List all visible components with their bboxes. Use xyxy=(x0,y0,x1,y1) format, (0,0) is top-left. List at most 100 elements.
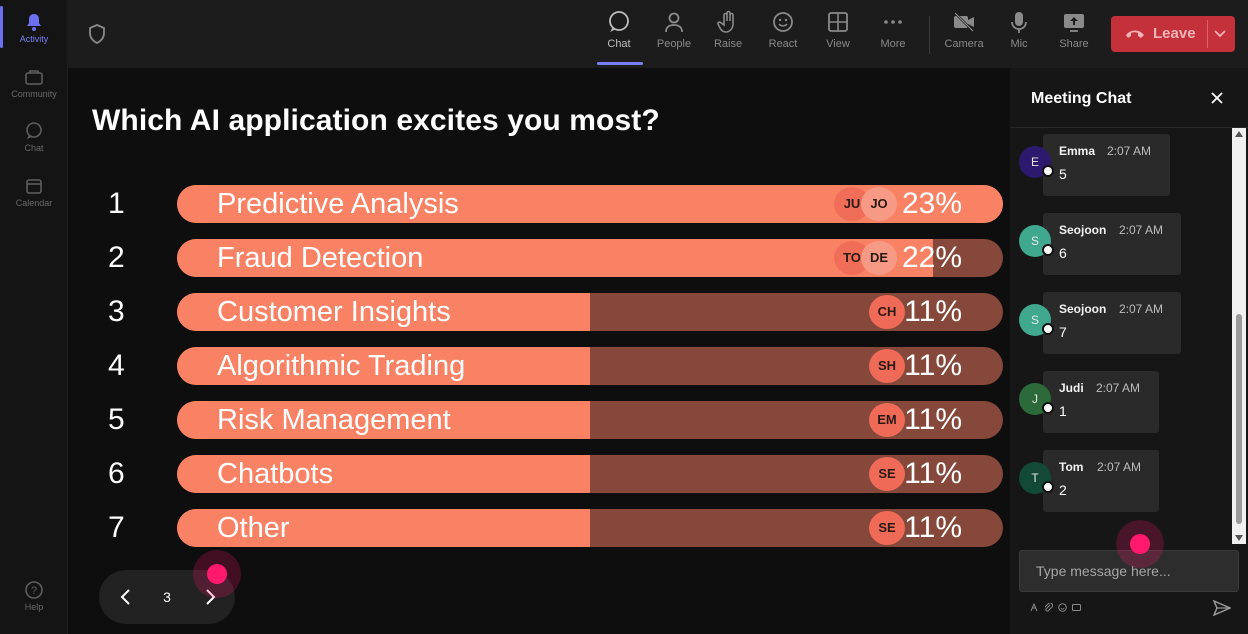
chat-header: Meeting Chat xyxy=(1010,68,1248,128)
chat-scrollbar[interactable] xyxy=(1232,128,1246,544)
message-timestamp: 2:07 AM xyxy=(1097,460,1142,474)
result-bar-track xyxy=(177,401,1003,439)
message-author: Seojoon xyxy=(1059,302,1107,316)
close-icon[interactable] xyxy=(1209,90,1225,106)
attach-icon[interactable] xyxy=(1044,603,1053,612)
rail-item-activity[interactable]: Activity xyxy=(0,12,68,44)
option-label: Customer Insights xyxy=(217,296,451,328)
active-tab-indicator xyxy=(597,62,643,65)
result-bar-fill xyxy=(177,347,590,385)
scroll-up-arrow[interactable] xyxy=(1235,131,1243,137)
option-number: 7 xyxy=(108,511,125,544)
raise-hand-button[interactable]: Raise xyxy=(701,10,755,50)
rail-item-label: Activity xyxy=(19,34,49,44)
poll-results-panel: Which AI application excites you most? 1… xyxy=(68,68,1010,634)
option-percent: 23% xyxy=(901,187,962,220)
poll-option-row: 2 Fraud Detection TO DE 22% xyxy=(68,239,1010,277)
option-percent: 11% xyxy=(904,511,962,544)
rail-item-label: Community xyxy=(11,89,57,99)
rail-item-help[interactable]: ? Help xyxy=(0,580,68,612)
presence-status-dot xyxy=(1042,402,1054,414)
camera-button[interactable]: Camera xyxy=(937,10,991,50)
presence-status-dot xyxy=(1042,323,1054,335)
people-button[interactable]: People xyxy=(647,10,701,50)
option-number: 5 xyxy=(108,403,125,436)
message-text: 2 xyxy=(1059,482,1067,498)
option-label: Other xyxy=(217,512,290,544)
more-button[interactable]: More xyxy=(866,10,920,50)
scroll-thumb[interactable] xyxy=(1236,314,1242,524)
send-icon[interactable] xyxy=(1213,600,1231,616)
message-author: Tom xyxy=(1059,460,1084,474)
message-timestamp: 2:07 AM xyxy=(1119,302,1164,316)
rail-item-label: Help xyxy=(24,602,44,612)
hang-up-icon xyxy=(1126,30,1144,38)
leave-label: Leave xyxy=(1153,25,1196,42)
format-icon[interactable] xyxy=(1030,603,1039,612)
scroll-down-arrow[interactable] xyxy=(1235,535,1243,541)
poll-option-row: 5 Risk Management EM 11% xyxy=(68,401,1010,439)
message-text: 7 xyxy=(1059,324,1067,340)
option-percent: 11% xyxy=(904,349,962,382)
gif-icon[interactable] xyxy=(1072,603,1081,612)
rail-item-chat[interactable]: Chat xyxy=(0,121,68,153)
option-label: Algorithmic Trading xyxy=(217,350,466,382)
mic-label: Mic xyxy=(1010,38,1028,50)
option-label: Risk Management xyxy=(217,404,451,436)
rail-item-calendar[interactable]: Calendar xyxy=(0,176,68,208)
mic-button[interactable]: Mic xyxy=(992,10,1046,50)
poll-option-row: 6 Chatbots SE 11% xyxy=(68,455,1010,493)
option-number: 6 xyxy=(108,457,125,490)
camera-off-icon xyxy=(954,12,974,32)
chat-bubble-icon xyxy=(26,122,42,139)
message-bubble: Seojoon 2:07 AM 7 xyxy=(1043,292,1181,354)
voter-avatar: EM xyxy=(869,403,905,437)
message-timestamp: 2:07 AM xyxy=(1096,381,1141,395)
message-bubble: Emma 2:07 AM 5 xyxy=(1043,134,1170,196)
chevron-right-icon[interactable] xyxy=(201,587,219,607)
poll-option-row: 1 Predictive Analysis JU JO 23% xyxy=(68,185,1010,223)
shield-icon[interactable] xyxy=(88,24,106,44)
message-bubble: Judi 2:07 AM 1 xyxy=(1043,371,1159,433)
chat-message: Judi 2:07 AM 1 J xyxy=(1010,367,1230,433)
leave-button[interactable]: Leave xyxy=(1111,16,1235,52)
voter-avatar: SE xyxy=(869,457,905,491)
chevron-left-icon[interactable] xyxy=(117,587,135,607)
rail-item-label: Calendar xyxy=(15,198,53,208)
react-button[interactable]: React xyxy=(756,10,810,50)
chat-toggle-button[interactable]: Chat xyxy=(592,10,646,50)
message-text: 5 xyxy=(1059,166,1067,182)
presence-status-dot xyxy=(1042,165,1054,177)
page-number: 3 xyxy=(163,589,171,605)
more-dots-icon xyxy=(884,20,902,24)
message-bubble: Seojoon 2:07 AM 6 xyxy=(1043,213,1181,275)
emoji-icon[interactable] xyxy=(1058,603,1067,612)
presence-status-dot xyxy=(1042,244,1054,256)
poll-question: Which AI application excites you most? xyxy=(92,104,660,137)
result-bar-fill xyxy=(177,239,933,277)
pointer-highlight xyxy=(193,550,241,598)
help-icon: ? xyxy=(25,581,43,599)
option-percent: 22% xyxy=(901,241,962,274)
voter-avatar: SH xyxy=(869,349,905,383)
chevron-down-icon[interactable] xyxy=(1213,28,1227,40)
option-label: Chatbots xyxy=(217,458,334,490)
avatar[interactable]: S xyxy=(1019,304,1051,336)
message-author: Judi xyxy=(1059,381,1084,395)
message-text: 6 xyxy=(1059,245,1067,261)
chat-message: Tom 2:07 AM 2 T xyxy=(1010,446,1230,512)
people-label: People xyxy=(656,38,692,50)
rail-active-indicator xyxy=(0,6,3,48)
share-button[interactable]: Share xyxy=(1047,10,1101,50)
option-number: 1 xyxy=(108,187,125,220)
voter-avatar: SE xyxy=(869,511,905,545)
message-author: Emma xyxy=(1059,144,1096,158)
view-button[interactable]: View xyxy=(811,10,865,50)
voter-avatar: CH xyxy=(869,295,905,329)
poll-option-row: 4 Algorithmic Trading SH 11% xyxy=(68,347,1010,385)
message-timestamp: 2:07 AM xyxy=(1107,144,1152,158)
chat-message-input[interactable] xyxy=(1019,550,1239,592)
chat-icon xyxy=(609,11,629,32)
rail-item-community[interactable]: Community xyxy=(0,67,68,99)
smiley-icon xyxy=(773,12,793,32)
